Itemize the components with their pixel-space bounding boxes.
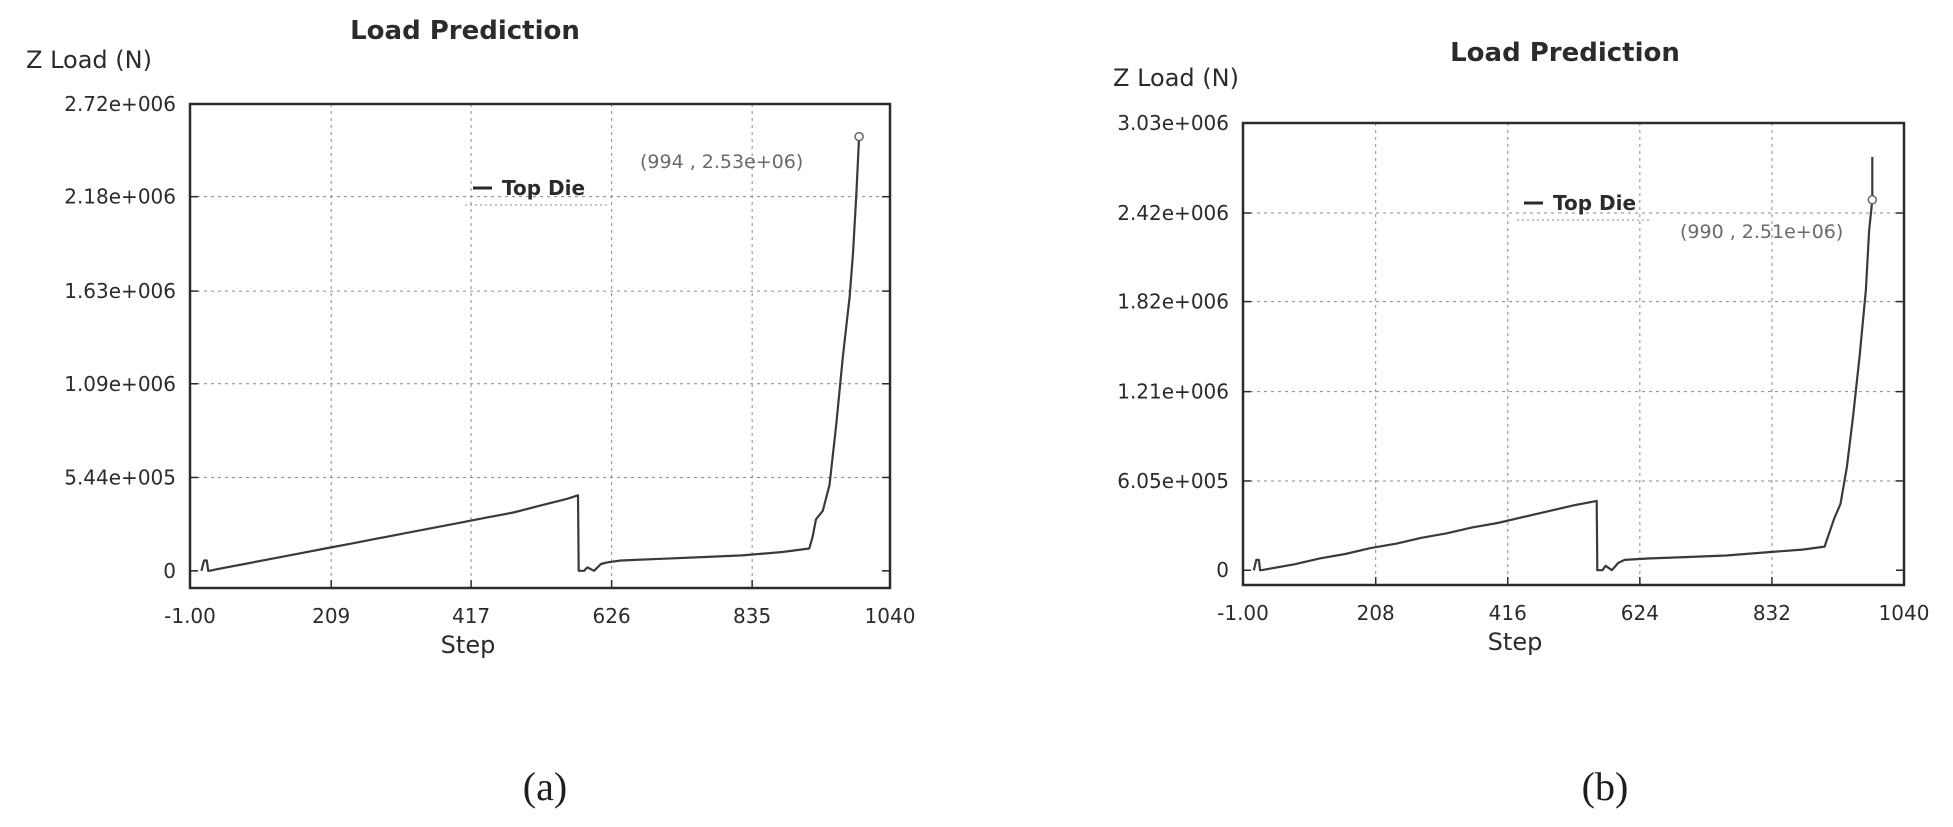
chart-a-y-tick-label-5: 2.72e+006 (64, 92, 176, 116)
chart-a-y-tick-label-3: 1.63e+006 (64, 279, 176, 303)
chart-b-title: Load Prediction (1450, 38, 1680, 68)
chart-a-x-label: Step (441, 631, 496, 659)
chart-b-x-tick-label-0: -1.00 (1217, 601, 1269, 625)
chart-b-series-top-die-line (1252, 199, 1874, 572)
chart-b-legend-label: Top Die (1553, 191, 1636, 215)
chart-b-y-tick-label-4: 2.42e+006 (1117, 201, 1229, 225)
chart-a-legend: Top Die (465, 176, 608, 206)
chart-a-plot-frame (188, 102, 892, 590)
chart-a-y-tick-label-4: 2.18e+006 (64, 185, 176, 209)
chart-b-x-label: Step (1488, 628, 1543, 656)
chart-b-y-tick-label-1: 6.05e+005 (1117, 469, 1229, 493)
chart-a-y-tick-label-2: 1.09e+006 (64, 372, 176, 396)
chart-a-grid (190, 104, 890, 588)
chart-a-series-top-die-line (200, 136, 861, 572)
chart-a-x-tick-label-5: 1040 (865, 604, 916, 628)
chart-a-x-tick-label-3: 626 (593, 604, 631, 628)
chart-a-x-tick-label-1: 209 (312, 604, 350, 628)
chart-b-y-tick-label-5: 3.03e+006 (1117, 111, 1229, 135)
chart-a-y-tick-label-1: 5.44e+005 (64, 465, 176, 489)
chart-b-x-tick-label-1: 208 (1357, 601, 1395, 625)
chart-a-title: Load Prediction (350, 16, 580, 46)
chart-a-x-ticks: -1.00 209 417 626 835 1040 (164, 580, 915, 628)
chart-b-x-tick-label-4: 832 (1753, 601, 1791, 625)
chart-a-peak-annotation: (994 , 2.53e+06) (640, 151, 803, 173)
chart-a-x-tick-label-0: -1.00 (164, 604, 216, 628)
chart-b-peak-marker (1867, 195, 1878, 205)
chart-b-x-tick-label-3: 624 (1621, 601, 1659, 625)
chart-b-legend: Top Die (1517, 191, 1650, 221)
chart-b-grid (1243, 123, 1904, 585)
chart-b-caption: (b) (1582, 764, 1629, 809)
chart-a-peak-marker (854, 131, 864, 142)
chart-b-y-tick-label-3: 1.82e+006 (1117, 290, 1229, 314)
chart-b-y-tick-label-0: 0 (1216, 558, 1229, 582)
chart-b-x-tick-label-5: 1040 (1879, 601, 1930, 625)
chart-a-caption: (a) (523, 764, 567, 809)
chart-b-peak-annotation: (990 , 2.51e+06) (1680, 221, 1843, 243)
chart-a-y-label: Z Load (N) (26, 46, 152, 74)
chart-a-legend-label: Top Die (502, 176, 585, 200)
chart-a-x-tick-label-4: 835 (733, 604, 771, 628)
chart-a-x-tick-label-2: 417 (452, 604, 490, 628)
chart-b-y-ticks: 0 6.05e+005 1.21e+006 1.82e+006 2.42e+006 3.0… (1117, 111, 1904, 582)
chart-b-x-tick-label-2: 416 (1489, 601, 1527, 625)
chart-a: Load Prediction Z Load (N) 0 5.44e+005 1.0… (26, 16, 915, 809)
chart-b: Load Prediction Z Load (N) 0 6.05e+005 1.2… (1113, 38, 1929, 809)
chart-b-plot-frame (1241, 121, 1906, 587)
chart-b-x-ticks: -1.00 208 416 624 832 1040 (1217, 577, 1929, 625)
chart-b-y-tick-label-2: 1.21e+006 (1117, 380, 1229, 404)
chart-a-y-ticks: 0 5.44e+005 1.09e+006 1.63e+006 2.18e+006 2.7… (64, 92, 890, 583)
chart-b-y-label: Z Load (N) (1113, 64, 1239, 92)
chart-a-y-tick-label-0: 0 (163, 559, 176, 583)
